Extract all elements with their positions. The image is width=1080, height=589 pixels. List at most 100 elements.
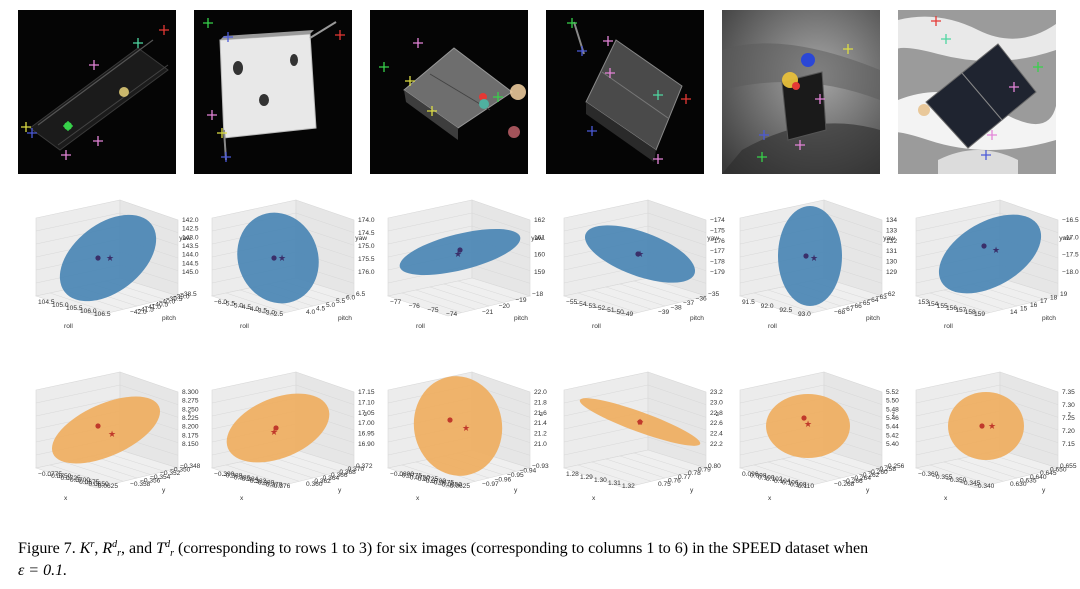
z-axis-label: z — [892, 411, 895, 418]
x-tick-label: −0.355 — [932, 474, 953, 481]
speed-image-6 — [898, 10, 1056, 174]
y-tick-label: 0.79 — [698, 467, 711, 474]
z-tick-label: 21.8 — [534, 399, 547, 406]
ground-truth-marker: ★ — [454, 249, 462, 259]
ground-truth-marker: ★ — [106, 253, 114, 263]
y-axis-label: y — [514, 487, 518, 494]
estimate-marker — [801, 415, 807, 421]
z-tick-label: 132 — [886, 238, 897, 245]
caption-sep2: , and — [121, 540, 153, 557]
y-axis-label: y — [338, 487, 342, 494]
z-tick-label: 174.0 — [358, 217, 375, 224]
z-tick-label: 133 — [886, 227, 897, 234]
z-tick-label: 160 — [534, 252, 545, 259]
x-tick-label: −74 — [446, 311, 458, 318]
y-tick-label: −0.352 — [160, 470, 181, 477]
x-tick-label: −75 — [427, 307, 439, 314]
speed-image-2 — [194, 10, 352, 174]
y-tick-label: 19 — [1060, 291, 1068, 298]
ground-truth-marker: ★ — [988, 421, 996, 431]
z-tick-label: 175.5 — [358, 256, 375, 263]
z-axis-label: yaw — [883, 235, 895, 242]
z-tick-label: 159 — [534, 269, 545, 276]
x-tick-label: −54 — [575, 301, 587, 308]
y-tick-label: 15 — [1020, 305, 1028, 312]
y-tick-label: −0.268 — [834, 481, 855, 488]
z-axis-label: z — [364, 411, 367, 418]
z-tick-label: 142.0 — [182, 217, 199, 224]
rotation-plot-1: ★ 104.5 105.0 105.5 106.0 106.5 roll −38.5 −39.0… — [28, 198, 199, 348]
y-axis-label: y — [690, 487, 694, 494]
ellipsoid — [51, 396, 161, 464]
x-axis-label: roll — [768, 323, 777, 330]
z-tick-label: 144.5 — [182, 260, 199, 267]
y-tick-label: −0.264 — [851, 475, 872, 482]
z-tick-label: 5.40 — [886, 441, 899, 448]
x-tick-label: −0.0725 — [57, 475, 81, 482]
caption-text: (corresponding to rows 1 to 3) for six i… — [177, 540, 869, 557]
x-tick-label: −2.5 — [270, 311, 283, 318]
x-tick-label: 153 — [918, 299, 929, 306]
x-axis-label: x — [416, 495, 420, 502]
estimate-marker — [273, 425, 279, 431]
estimate-marker — [635, 251, 641, 257]
ground-truth-marker: ★ — [636, 417, 644, 427]
y-tick-label: −39 — [658, 309, 670, 316]
x-tick-label: −0.378 — [262, 481, 283, 488]
y-tick-label: 18 — [1050, 295, 1058, 302]
y-tick-label: −40.5 — [151, 301, 168, 308]
x-tick-label: −52 — [594, 305, 606, 312]
ground-truth-marker: ★ — [992, 245, 1000, 255]
x-tick-label: −76 — [409, 303, 421, 310]
x-tick-label: 1.28 — [566, 471, 579, 478]
y-tick-label: −19 — [515, 297, 527, 304]
z-tick-label: 7.25 — [1062, 415, 1075, 422]
x-tick-label: −49 — [622, 311, 634, 318]
z-tick-label: −18.0 — [1062, 269, 1079, 276]
y-tick-label: −0.94 — [520, 468, 537, 475]
x-tick-label: −3.0 — [262, 309, 275, 316]
z-tick-label: 162 — [534, 217, 545, 224]
caption-t-letter: T — [156, 540, 166, 557]
y-tick-label: −62 — [884, 291, 896, 298]
estimate-marker — [457, 247, 463, 253]
x-tick-label: 93.0 — [798, 311, 811, 318]
caption-r-letter: R — [102, 540, 113, 557]
y-tick-label: 0.640 — [1030, 474, 1047, 481]
y-tick-label: −0.354 — [150, 474, 171, 481]
z-tick-label: 5.52 — [886, 389, 899, 396]
z-tick-label: −17.5 — [1062, 252, 1079, 259]
x-tick-label: −50 — [613, 309, 625, 316]
z-tick-label: 16.95 — [358, 431, 375, 438]
y-axis-label: pitch — [1042, 315, 1056, 322]
y-axis-label: y — [866, 487, 870, 494]
z-tick-label: 17.05 — [358, 410, 375, 417]
speed-image-5 — [722, 10, 880, 174]
x-tick-label: −53 — [585, 303, 597, 310]
x-tick-label: 154 — [927, 301, 938, 308]
x-tick-label: −0.0675 — [75, 479, 99, 486]
x-tick-label: 156 — [946, 305, 957, 312]
z-axis-label: yaw — [531, 235, 543, 242]
z-tick-label: 7.30 — [1062, 402, 1075, 409]
y-tick-label: −41.5 — [137, 306, 154, 313]
z-tick-label: −16.5 — [1062, 217, 1079, 224]
y-tick-label: −0.358 — [130, 481, 151, 488]
y-tick-label: 0.76 — [668, 477, 681, 484]
x-tick-label: −0.0775 — [38, 471, 62, 478]
x-tick-label: −0.0700 — [422, 478, 446, 485]
y-tick-label: −0.348 — [180, 463, 201, 470]
x-tick-label: −51 — [603, 307, 615, 314]
y-tick-label: −0.95 — [507, 472, 524, 479]
estimate-marker — [95, 423, 101, 429]
x-tick-label: 0.102 — [766, 476, 783, 483]
y-tick-label: −0.256 — [884, 463, 905, 470]
caption-t-sup: d — [165, 539, 171, 550]
z-tick-label: 8.250 — [182, 406, 199, 413]
caption-epsilon: ε = 0.1. — [18, 562, 68, 579]
z-tick-label: 176.0 — [358, 269, 375, 276]
rotation-plot-3: ★ −77 −76 −75 −74 roll −18 −19 −20 −21 pitch 162 161… — [380, 198, 545, 348]
ellipsoid — [237, 212, 319, 304]
y-tick-label: −0.96 — [495, 477, 512, 484]
x-tick-label: −0.388 — [222, 473, 243, 480]
